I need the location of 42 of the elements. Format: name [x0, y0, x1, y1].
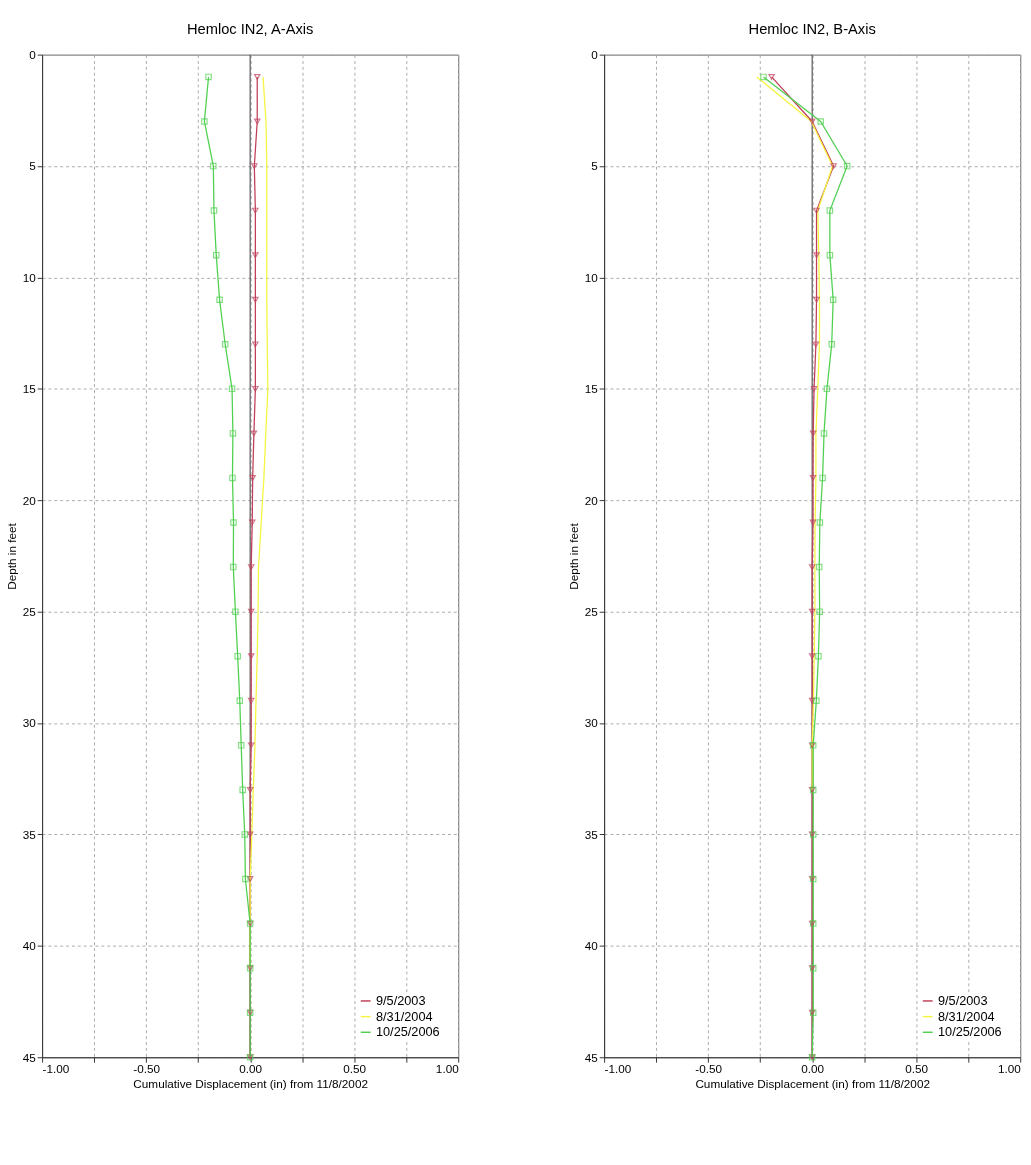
x-tick-label: 0.00: [239, 1062, 263, 1076]
y-tick-label: 10: [584, 270, 599, 284]
legend-label: 8/31/2004: [937, 1008, 995, 1024]
y-axis-title: Depth in feet: [566, 522, 580, 590]
y-tick-label: 30: [584, 716, 599, 730]
legend-label: 9/5/2003: [937, 992, 988, 1008]
y-tick-label: 30: [22, 716, 37, 730]
y-tick-label: 40: [584, 939, 599, 953]
y-tick-label: 5: [591, 159, 599, 173]
y-axis-title: Depth in feet: [4, 522, 18, 590]
y-tick-label: 35: [584, 827, 599, 841]
x-tick-label: 0.00: [801, 1062, 825, 1076]
x-tick-label: -0.50: [133, 1062, 161, 1076]
y-tick-label: 15: [22, 382, 37, 396]
y-tick-label: 20: [584, 493, 599, 507]
y-tick-label: 25: [22, 605, 37, 619]
x-tick-label: -1.00: [604, 1062, 632, 1076]
y-tick-label: 15: [584, 382, 599, 396]
x-axis-title: Cumulative Displacement (in) from 11/8/2002: [695, 1077, 930, 1091]
legend-label: 10/25/2006: [937, 1024, 1002, 1040]
y-tick-label: 45: [584, 1050, 599, 1064]
chart-title: Hemloc IN2, B-Axis: [748, 21, 876, 38]
chart-title: Hemloc IN2, A-Axis: [186, 21, 314, 38]
y-tick-label: 25: [584, 605, 599, 619]
y-tick-label: 10: [22, 270, 37, 284]
x-tick-label: -0.50: [695, 1062, 723, 1076]
x-tick-label: 1.00: [997, 1062, 1022, 1076]
y-tick-label: 20: [22, 493, 37, 507]
y-tick-label: 5: [29, 159, 37, 173]
x-tick-label: 0.50: [343, 1062, 367, 1076]
legend-label: 8/31/2004: [375, 1008, 433, 1024]
y-tick-label: 40: [22, 939, 37, 953]
x-tick-label: 0.50: [905, 1062, 929, 1076]
y-tick-label: 45: [22, 1050, 37, 1064]
y-tick-label: 35: [22, 827, 37, 841]
legend-label: 10/25/2006: [375, 1024, 440, 1040]
x-axis-title: Cumulative Displacement (in) from 11/8/2002: [133, 1077, 368, 1091]
y-tick-label: 0: [29, 48, 37, 62]
legend-label: 9/5/2003: [375, 992, 426, 1008]
x-tick-label: -1.00: [42, 1062, 70, 1076]
x-tick-label: 1.00: [435, 1062, 460, 1076]
y-tick-label: 0: [591, 48, 599, 62]
